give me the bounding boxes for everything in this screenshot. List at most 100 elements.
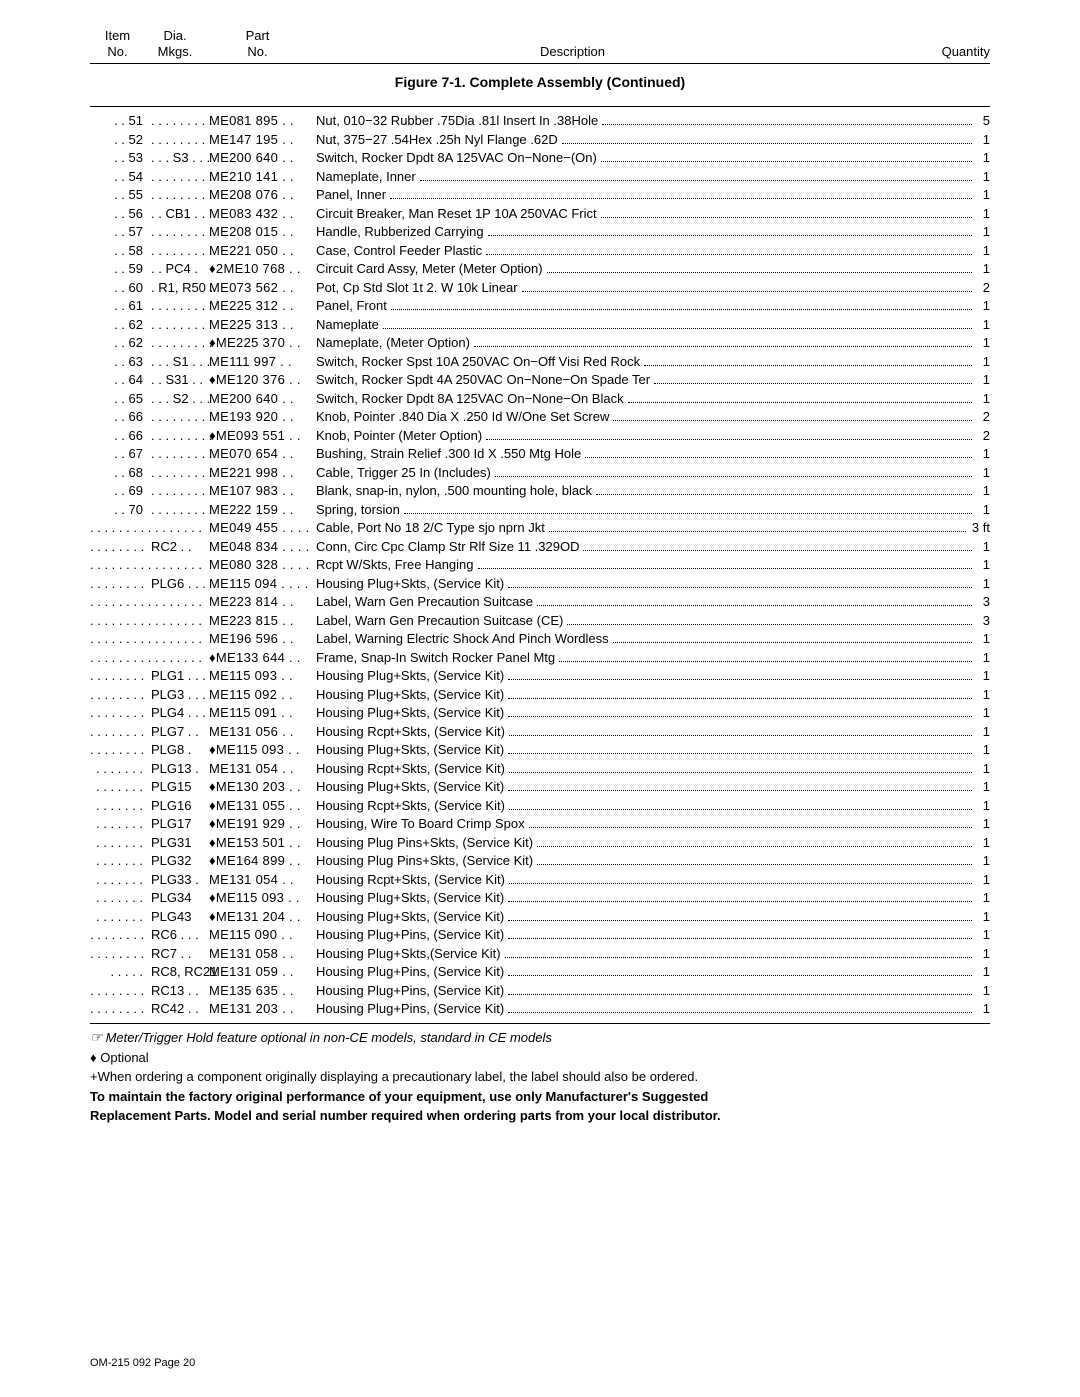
dot-leader	[508, 987, 972, 995]
cell-desc: Housing Plug+Skts, (Service Kit)	[310, 890, 504, 905]
cell-desc: Conn, Circ Cpc Clamp Str Rlf Size 11 .32…	[310, 539, 579, 554]
hdr-part-bot: No.	[205, 44, 310, 60]
cell-dia: . . . . . . . . .	[145, 428, 205, 443]
cell-dia: . . PC4 .	[145, 261, 205, 276]
cell-qty: 1	[976, 872, 990, 887]
cell-qty: 1	[976, 946, 990, 961]
dot-leader	[537, 839, 972, 847]
cell-item: . . . . . . . .	[90, 946, 145, 961]
cell-desc: Housing Plug+Skts, (Service Kit)	[310, 705, 504, 720]
dot-leader	[508, 783, 972, 791]
cell-desc: Housing Plug+Pins, (Service Kit)	[310, 927, 504, 942]
cell-dia: PLG7 . .	[145, 724, 205, 739]
cell-item: . . 66	[90, 428, 145, 443]
cell-desc: Spring, torsion	[310, 502, 400, 517]
table-row: . . 53. . . S3 . . .ME200 640 . .Switch,…	[90, 150, 990, 169]
cell-part: ♦ME164 899 . .	[205, 853, 310, 868]
cell-part: ♦ME115 093 . .	[205, 890, 310, 905]
table-row: . . . . . . . .PLG6 . . .ME115 094 . . .…	[90, 576, 990, 595]
cell-desc-wrap: Cable, Port No 18 2/C Type sjo nprn Jkt3…	[310, 520, 990, 535]
cell-desc: Housing Plug+Skts, (Service Kit)	[310, 668, 504, 683]
cell-desc-wrap: Housing Plug+Pins, (Service Kit)1	[310, 983, 990, 998]
dot-leader	[522, 284, 972, 292]
footnotes: ☞Meter/Trigger Hold feature optional in …	[90, 1028, 990, 1125]
dot-leader	[383, 321, 972, 329]
cell-part: ♦ME130 203 . .	[205, 779, 310, 794]
cell-qty: 1	[976, 668, 990, 683]
cell-desc-wrap: Cable, Trigger 25 In (Includes)1	[310, 465, 990, 480]
footnote-maintain-2: Replacement Parts. Model and serial numb…	[90, 1107, 990, 1125]
dot-leader	[654, 376, 972, 384]
cell-part: ME115 091 . .	[205, 705, 310, 720]
table-row: . . 66. . . . . . . . .♦ME093 551 . .Kno…	[90, 428, 990, 447]
cell-part: ME196 596 . .	[205, 631, 310, 646]
dot-leader	[508, 913, 972, 921]
cell-item: . . . . . . .	[90, 835, 145, 850]
dot-leader	[613, 413, 972, 421]
cell-desc: Case, Control Feeder Plastic	[310, 243, 482, 258]
cell-item: . . 68	[90, 465, 145, 480]
cell-item: . . 52	[90, 132, 145, 147]
cell-qty: 1	[976, 372, 990, 387]
cell-item: . . 64	[90, 372, 145, 387]
cell-desc-wrap: Housing Plug Pins+Skts, (Service Kit)1	[310, 835, 990, 850]
table-row: . . 69. . . . . . . . .ME107 983 . .Blan…	[90, 483, 990, 502]
cell-dia: PLG34	[145, 890, 205, 905]
dot-leader	[601, 210, 972, 218]
dot-leader	[559, 654, 972, 662]
cell-part: ME200 640 . .	[205, 150, 310, 165]
cell-dia: . . . . . . . . .	[145, 335, 205, 350]
dot-leader	[567, 617, 972, 625]
cell-dia: . . . S1 . . .	[145, 354, 205, 369]
cell-item: . . . . . . .	[90, 890, 145, 905]
cell-desc: Housing Rcpt+Skts, (Service Kit)	[310, 872, 505, 887]
cell-desc-wrap: Label, Warn Gen Precaution Suitcase (CE)…	[310, 613, 990, 628]
cell-part: ME208 015 . .	[205, 224, 310, 239]
cell-item: . . 59	[90, 261, 145, 276]
cell-qty: 1	[976, 335, 990, 350]
cell-dia: RC8, RC21	[145, 964, 205, 979]
cell-desc: Switch, Rocker Dpdt 8A 125VAC On−None−On…	[310, 391, 624, 406]
cell-desc-wrap: Label, Warning Electric Shock And Pinch …	[310, 631, 990, 646]
table-row: . . . . . . . .RC13 . .ME135 635 . .Hous…	[90, 983, 990, 1002]
cell-qty: 1	[976, 206, 990, 221]
cell-part: ME221 998 . .	[205, 465, 310, 480]
cell-desc-wrap: Switch, Rocker Spst 10A 250VAC On−Off Vi…	[310, 354, 990, 369]
cell-item: . . 70	[90, 502, 145, 517]
cell-qty: 1	[976, 761, 990, 776]
footnote-optional: ♦ Optional	[90, 1049, 990, 1067]
table-row: . . 54. . . . . . . . .ME210 141 . .Name…	[90, 169, 990, 188]
cell-qty: 1	[976, 779, 990, 794]
dot-leader	[509, 765, 972, 773]
cell-item: . . 56	[90, 206, 145, 221]
dot-leader	[390, 191, 972, 199]
cell-desc: Housing Plug+Pins, (Service Kit)	[310, 983, 504, 998]
cell-desc-wrap: Nameplate, Inner1	[310, 169, 990, 184]
cell-dia: . . . . . . . . .	[145, 224, 205, 239]
cell-item: . . . . .	[90, 964, 145, 979]
cell-desc-wrap: Switch, Rocker Dpdt 8A 125VAC On−None−(O…	[310, 150, 990, 165]
cell-item: . . 60	[90, 280, 145, 295]
table-row: . . . . . . . .PLG1 . . .ME115 093 . .Ho…	[90, 668, 990, 687]
table-row: . . 65. . . S2 . . .ME200 640 . .Switch,…	[90, 391, 990, 410]
cell-desc: Housing Rcpt+Skts, (Service Kit)	[310, 724, 505, 739]
cell-dia: PLG13 .	[145, 761, 205, 776]
hdr-item-bot: No.	[90, 44, 145, 60]
cell-desc: Switch, Rocker Dpdt 8A 125VAC On−None−(O…	[310, 150, 597, 165]
cell-desc-wrap: Housing Plug+Skts, (Service Kit)1	[310, 890, 990, 905]
cell-desc-wrap: Nameplate, (Meter Option)1	[310, 335, 990, 350]
cell-desc-wrap: Housing Plug+Pins, (Service Kit)1	[310, 1001, 990, 1016]
cell-desc-wrap: Circuit Card Assy, Meter (Meter Option)1	[310, 261, 990, 276]
cell-desc-wrap: Label, Warn Gen Precaution Suitcase3	[310, 594, 990, 609]
cell-qty: 1	[976, 650, 990, 665]
cell-item: . . . . . . . . . . . . . . . .	[90, 613, 145, 628]
footnote-maintain-1: To maintain the factory original perform…	[90, 1088, 990, 1106]
cell-part: ME115 094 . . . .	[205, 576, 310, 591]
dot-leader	[495, 469, 972, 477]
cell-part: ♦ME191 929 . .	[205, 816, 310, 831]
cell-part: ME073 562 . .	[205, 280, 310, 295]
dot-leader	[583, 543, 972, 551]
cell-dia: . . . S2 . . .	[145, 391, 205, 406]
table-row: . . . . .RC8, RC21ME131 059 . .Housing P…	[90, 964, 990, 983]
cell-part: ME107 983 . .	[205, 483, 310, 498]
